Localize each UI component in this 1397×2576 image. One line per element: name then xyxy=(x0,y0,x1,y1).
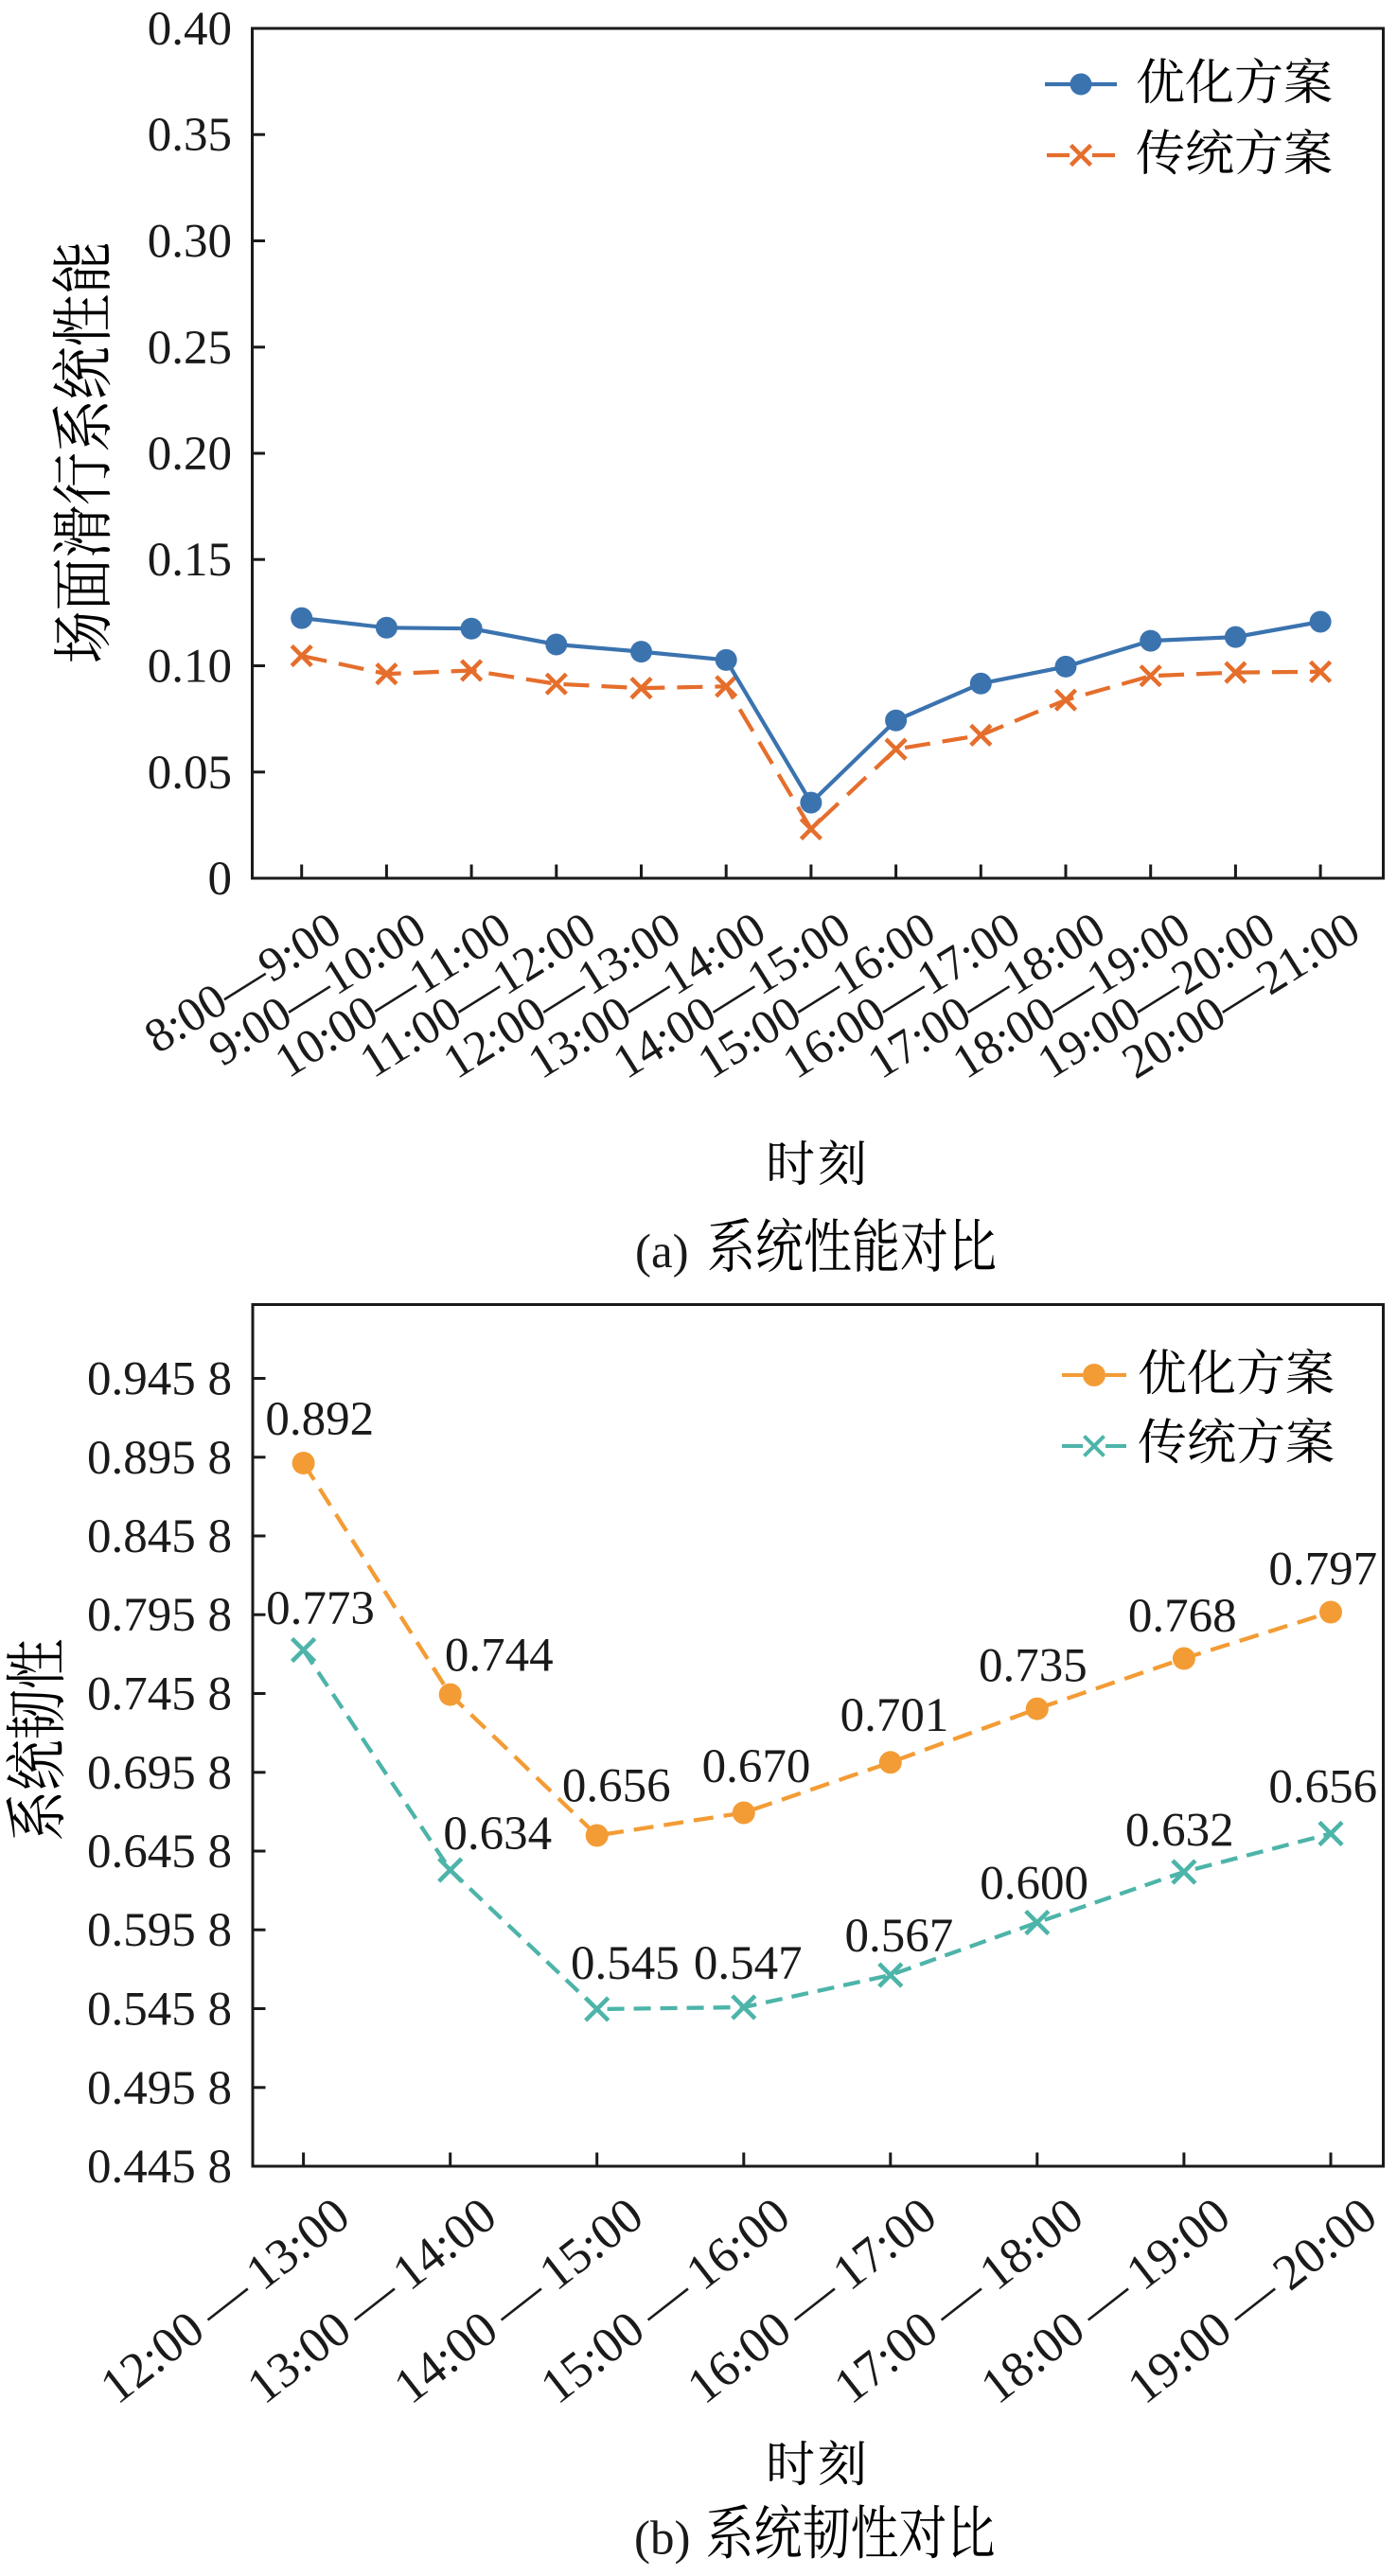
svg-text:0.735: 0.735 xyxy=(979,1640,1088,1693)
svg-text:0.25: 0.25 xyxy=(148,322,232,375)
svg-text:0.595 8: 0.595 8 xyxy=(87,1904,232,1957)
svg-text:0.05: 0.05 xyxy=(148,747,232,800)
svg-text:0: 0 xyxy=(208,853,233,906)
svg-text:0.545: 0.545 xyxy=(571,1937,680,1990)
svg-text:0.745 8: 0.745 8 xyxy=(87,1668,232,1721)
svg-text:0.495 8: 0.495 8 xyxy=(87,2062,232,2115)
svg-text:0.35: 0.35 xyxy=(148,109,232,162)
svg-text:0.945 8: 0.945 8 xyxy=(87,1353,232,1406)
svg-text:0.744: 0.744 xyxy=(445,1630,554,1683)
svg-text:0.895 8: 0.895 8 xyxy=(87,1432,232,1485)
svg-text:0.30: 0.30 xyxy=(148,216,232,269)
svg-text:0.670: 0.670 xyxy=(702,1740,811,1793)
svg-text:(a): (a) xyxy=(635,1226,689,1279)
svg-text:0.632: 0.632 xyxy=(1125,1805,1234,1858)
svg-text:0.656: 0.656 xyxy=(562,1760,671,1813)
svg-text:0.645 8: 0.645 8 xyxy=(87,1826,232,1879)
svg-text:0.892: 0.892 xyxy=(265,1393,374,1446)
svg-text:0.773: 0.773 xyxy=(266,1582,375,1635)
svg-text:(b): (b) xyxy=(634,2513,690,2566)
svg-text:0.797: 0.797 xyxy=(1268,1543,1377,1596)
svg-text:0.695 8: 0.695 8 xyxy=(87,1747,232,1800)
svg-text:0.15: 0.15 xyxy=(148,534,232,587)
svg-text:0.567: 0.567 xyxy=(845,1910,954,1963)
svg-text:0.40: 0.40 xyxy=(148,3,232,56)
svg-text:0.600: 0.600 xyxy=(980,1858,1088,1911)
svg-text:0.845 8: 0.845 8 xyxy=(87,1510,232,1563)
svg-text:0.545 8: 0.545 8 xyxy=(87,1984,232,2037)
svg-text:0.10: 0.10 xyxy=(148,641,232,694)
svg-text:0.795 8: 0.795 8 xyxy=(87,1589,232,1642)
svg-text:0.768: 0.768 xyxy=(1128,1590,1237,1643)
svg-text:0.656: 0.656 xyxy=(1268,1761,1377,1814)
svg-text:0.445 8: 0.445 8 xyxy=(87,2141,232,2194)
svg-text:0.547: 0.547 xyxy=(694,1937,803,1990)
svg-text:0.701: 0.701 xyxy=(840,1689,949,1742)
svg-text:0.20: 0.20 xyxy=(148,428,232,481)
svg-text:0.634: 0.634 xyxy=(443,1808,552,1861)
